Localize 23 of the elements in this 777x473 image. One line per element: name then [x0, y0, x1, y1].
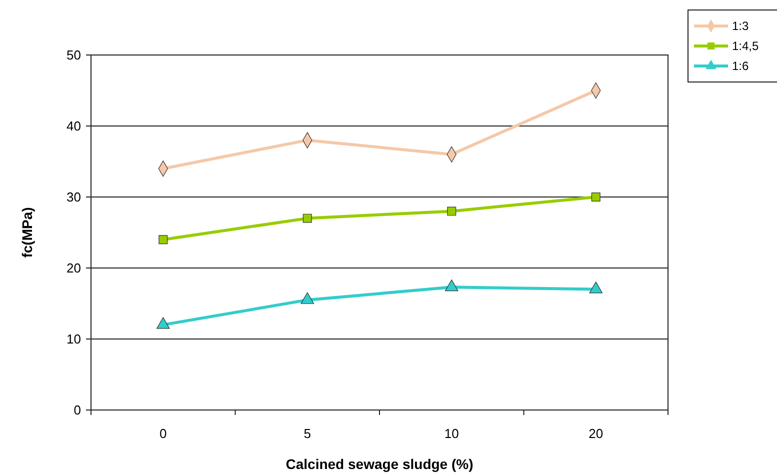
x-tick-label: 0	[160, 426, 167, 441]
point	[447, 206, 456, 216]
legend-label: 1:3	[732, 19, 750, 34]
point	[302, 214, 312, 223]
y-tick-label: 20	[66, 260, 81, 276]
legend-label: 1:6	[732, 59, 750, 74]
y-tick-label: 40	[66, 118, 81, 134]
y-axis-title: fc(MPa)	[19, 207, 35, 258]
point	[589, 282, 603, 294]
x-tick-label: 5	[304, 426, 311, 441]
point	[158, 235, 168, 244]
point	[591, 192, 600, 202]
point	[156, 317, 170, 329]
point	[300, 292, 314, 304]
y-tick-label: 10	[66, 332, 81, 347]
legend-label: 1:4,5	[732, 39, 760, 54]
y-tick-label: 0	[74, 402, 81, 418]
y-tick-label: 50	[66, 48, 81, 63]
x-tick-label: 20	[588, 426, 604, 441]
y-tick-label: 30	[66, 190, 81, 205]
x-tick-label: 10	[444, 426, 459, 441]
x-axis-title: Calcined sewage sludge (%)	[286, 456, 474, 472]
point	[444, 280, 458, 292]
